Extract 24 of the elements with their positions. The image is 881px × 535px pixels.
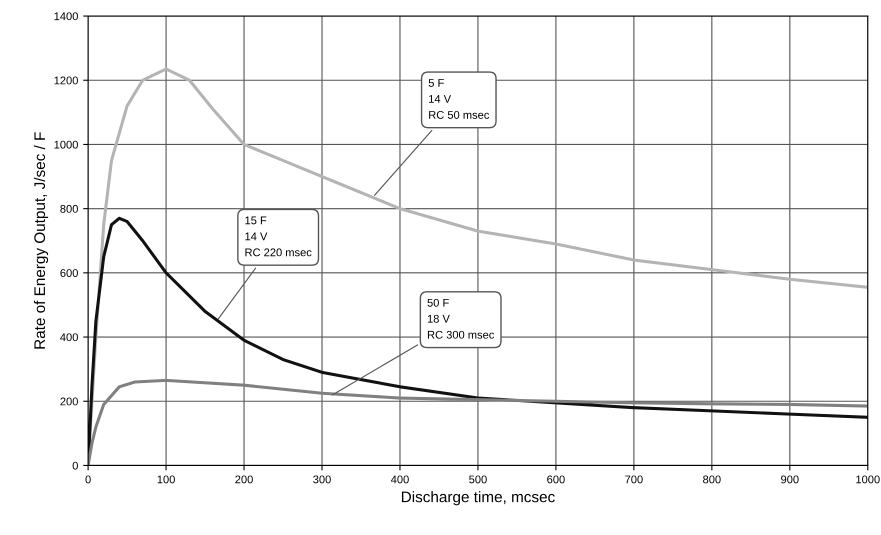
y-tick-label: 800 [60, 204, 78, 213]
x-tick-label: 200 [235, 475, 253, 484]
annotation: 5 F 14 V RC 50 msec [428, 79, 490, 119]
y-tick-label: 200 [60, 398, 78, 406]
x-tick-label: 800 [703, 475, 721, 484]
x-axis-title: Discharge time, mcsec [402, 491, 555, 506]
x-tick-label: 600 [547, 475, 565, 484]
x-tick-label: 100 [158, 475, 175, 484]
x-tick-label: 700 [625, 475, 643, 484]
y-tick-label: 600 [60, 269, 78, 277]
y-tick-label: 0 [72, 462, 78, 470]
y-tick-label: 1000 [54, 140, 78, 149]
annotation: 50 F 18 V RC 300 msec [427, 298, 494, 339]
x-tick-label: 400 [390, 475, 409, 484]
y-tick-label: 1400 [54, 12, 78, 20]
x-tick-label: 500 [469, 475, 487, 484]
y-axis-title: Rate of Energy Output, J/sec / F [34, 132, 48, 349]
x-tick-label: 0 [85, 475, 91, 484]
x-tick-label: 1000 [856, 475, 880, 484]
y-tick-label: 400 [60, 333, 78, 342]
x-tick-label: 300 [313, 475, 331, 484]
x-tick-label: 900 [781, 475, 799, 484]
y-tick-label: 1200 [54, 76, 78, 84]
annotation: 15 F 14 V RC 220 msec [245, 216, 312, 256]
